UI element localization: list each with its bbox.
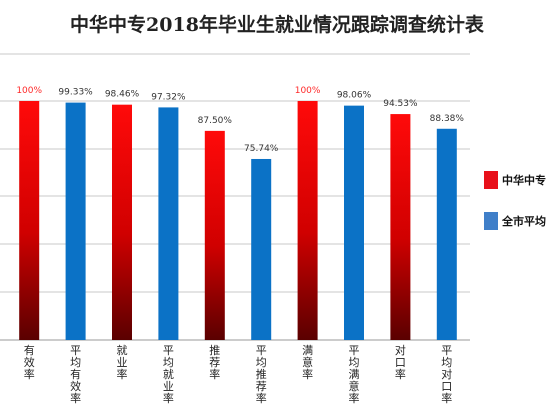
- data-label: 94.53%: [383, 99, 418, 109]
- x-tick-label: 平均推荐率: [256, 344, 267, 405]
- x-tick-label: 平均对口率: [441, 344, 452, 405]
- bar-city-average: [65, 102, 86, 340]
- x-tick-label: 就业率: [117, 343, 128, 381]
- chart-title: 中华中专2018年毕业生就业情况跟踪调查统计表: [70, 14, 484, 36]
- bar-city-average: [251, 158, 272, 340]
- x-tick-label: 满意率: [302, 344, 313, 381]
- legend-item-city-average: 全市平均: [484, 212, 546, 230]
- legend-item-school: 中华中专: [484, 171, 546, 189]
- legend-label-school: 中华中专: [502, 174, 546, 187]
- data-label: 75.74%: [244, 144, 279, 154]
- bar-city-average: [344, 105, 364, 340]
- bar-school: [19, 101, 40, 340]
- data-label: 88.38%: [430, 114, 465, 124]
- legend-swatch-school: [484, 171, 498, 189]
- data-label: 87.50%: [198, 116, 233, 126]
- bar-school: [204, 130, 225, 340]
- bar-city-average: [158, 107, 179, 340]
- data-label: 100%: [295, 86, 321, 96]
- legend-label-city-average: 全市平均: [502, 215, 546, 228]
- data-label: 98.06%: [337, 91, 372, 101]
- data-label: 100%: [16, 86, 42, 96]
- data-label: 97.32%: [151, 92, 186, 102]
- x-tick-label: 有效率: [24, 343, 35, 381]
- bar-city-average: [436, 128, 457, 340]
- bar-school: [112, 104, 132, 340]
- x-tick-label: 平均就业率: [163, 344, 174, 405]
- legend-swatch-city-average: [484, 212, 498, 230]
- x-tick-label: 平均有效率: [70, 344, 81, 405]
- x-tick-label: 推荐率: [209, 343, 220, 381]
- data-label: 99.33%: [58, 88, 93, 98]
- x-tick-label: 平均满意率: [349, 344, 360, 405]
- bar-school: [297, 101, 318, 340]
- data-label: 98.46%: [105, 90, 140, 100]
- bar-school: [390, 114, 411, 340]
- x-tick-label: 对口率: [395, 343, 406, 381]
